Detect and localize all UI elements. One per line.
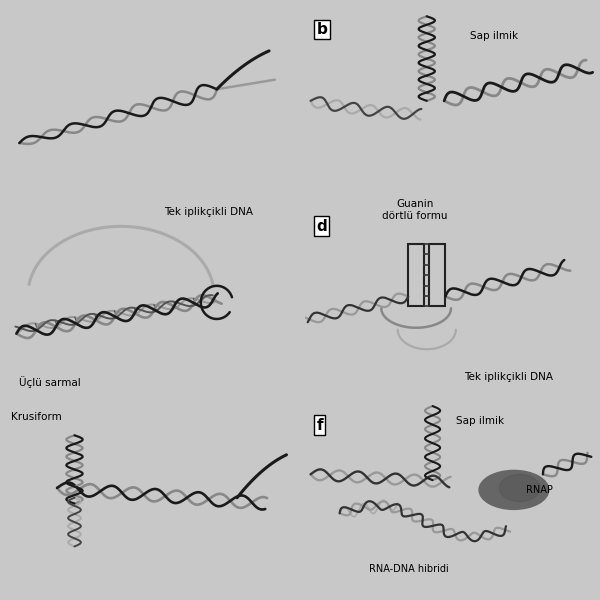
Bar (430, 244, 445, 306)
Text: Sap ilmik: Sap ilmik (470, 31, 518, 41)
Ellipse shape (479, 470, 549, 509)
Bar (408, 244, 424, 306)
Text: d: d (316, 218, 327, 233)
Text: b: b (316, 22, 327, 37)
Text: Tek iplikçikli DNA: Tek iplikçikli DNA (464, 373, 554, 382)
Text: RNAP: RNAP (526, 485, 553, 495)
Text: f: f (316, 418, 323, 433)
Text: Sap ilmik: Sap ilmik (456, 416, 504, 425)
Text: Tek iplikçikli DNA: Tek iplikçikli DNA (164, 206, 254, 217)
Text: Guanin
dörtlü formu: Guanin dörtlü formu (382, 199, 448, 221)
Text: Krusiform: Krusiform (11, 412, 61, 422)
Text: Üçlü sarmal: Üçlü sarmal (19, 376, 81, 388)
Text: RNA-DNA hibridi: RNA-DNA hibridi (368, 564, 448, 574)
Ellipse shape (499, 474, 540, 502)
